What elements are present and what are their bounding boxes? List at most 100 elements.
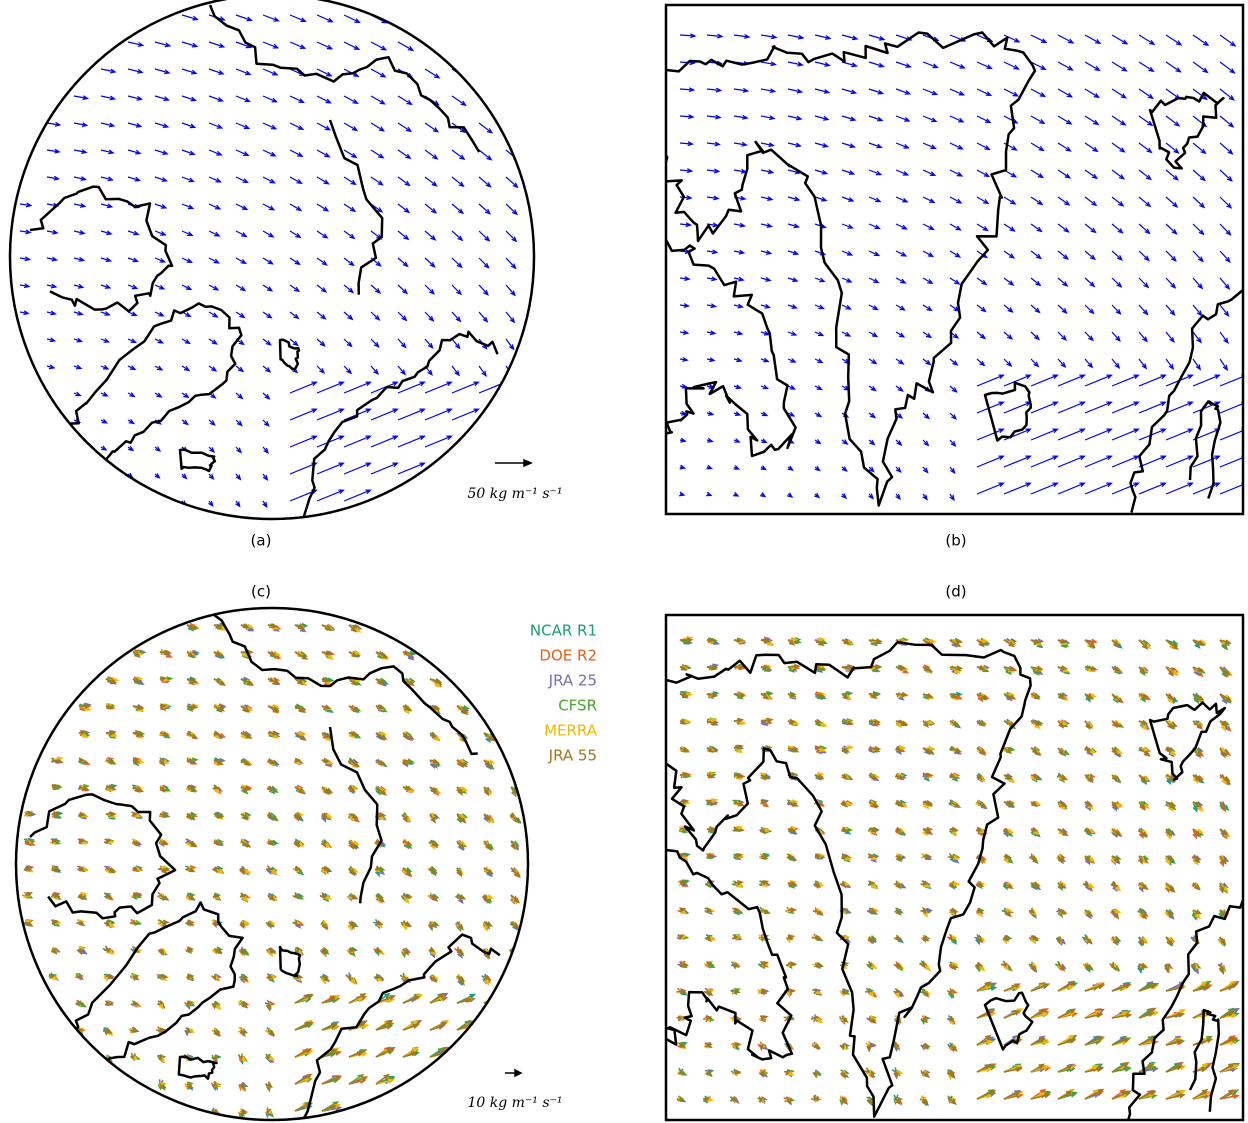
- flux-arrow: [375, 759, 386, 766]
- flux-arrow: [343, 435, 372, 448]
- flux-arrow: [1111, 401, 1140, 414]
- flux-arrow: [706, 437, 714, 443]
- flux-arrow: [1030, 638, 1042, 644]
- flux-arrow: [1138, 962, 1149, 968]
- flux-arrow: [706, 357, 716, 363]
- flux-arrow: [213, 705, 226, 712]
- coastline: [297, 933, 501, 1120]
- flux-arrow: [1030, 983, 1051, 992]
- flux-arrow: [483, 786, 490, 797]
- flux-arrow: [78, 732, 89, 739]
- flux-arrow: [1192, 774, 1202, 782]
- flux-arrow: [240, 1002, 249, 1009]
- flux-arrow: [402, 705, 412, 711]
- flux-arrow: [402, 759, 409, 766]
- flux-arrow: [812, 1071, 818, 1079]
- flux-arrow: [456, 759, 469, 768]
- flux-arrow: [1219, 1062, 1235, 1073]
- flux-arrow: [73, 176, 88, 181]
- flux-arrow: [787, 718, 797, 724]
- flux-arrow: [1219, 277, 1231, 290]
- flux-arrow: [316, 14, 334, 23]
- flux-arrow: [733, 438, 741, 443]
- flux-arrow: [105, 784, 116, 790]
- flux-arrow: [1084, 827, 1093, 834]
- flux-arrow: [679, 141, 694, 147]
- flux-arrow: [343, 203, 357, 213]
- flux-arrow: [868, 746, 882, 752]
- flux-arrow: [1030, 665, 1044, 671]
- flux-arrow: [733, 222, 746, 228]
- flux-arrow: [211, 1081, 219, 1087]
- flux-arrow: [1084, 88, 1101, 99]
- flux-arrow: [451, 95, 467, 107]
- flux-arrow: [1003, 304, 1014, 313]
- flux-arrow: [1165, 142, 1180, 154]
- flux-arrow: [186, 946, 194, 952]
- flux-arrow: [132, 892, 141, 898]
- flux-arrow: [181, 95, 197, 102]
- flux-arrow: [100, 230, 113, 236]
- flux-arrow: [1192, 223, 1205, 236]
- flux-arrow: [679, 195, 693, 201]
- flux-arrow: [289, 41, 307, 49]
- flux-arrow: [208, 176, 222, 183]
- flux-arrow: [483, 732, 495, 742]
- flux-arrow: [814, 169, 829, 175]
- flux-arrow: [1111, 747, 1118, 755]
- flux-arrow: [370, 284, 382, 294]
- flux-arrow: [814, 465, 821, 472]
- flux-arrow: [1057, 331, 1067, 341]
- flux-arrow: [841, 466, 848, 473]
- flux-arrow: [1219, 223, 1232, 236]
- flux-arrow: [706, 464, 714, 470]
- flux-arrow: [316, 311, 327, 320]
- flux-arrow: [208, 203, 222, 210]
- flux-arrow: [262, 500, 268, 509]
- flux-arrow: [1003, 855, 1009, 864]
- flux-arrow: [235, 311, 246, 319]
- flux-arrow: [370, 435, 399, 448]
- flux-arrow: [733, 907, 741, 913]
- flux-arrow: [181, 68, 198, 75]
- flux-arrow: [1165, 304, 1176, 316]
- coastline: [29, 793, 177, 920]
- flux-arrow: [841, 988, 849, 994]
- flux-arrow: [1057, 909, 1068, 915]
- flux-arrow: [239, 1083, 246, 1090]
- flux-arrow: [100, 311, 111, 316]
- flux-arrow: [1111, 61, 1128, 72]
- flux-arrow: [235, 257, 247, 265]
- flux-arrow: [478, 230, 491, 242]
- flux-arrow: [397, 365, 406, 376]
- flux-arrow: [505, 257, 517, 270]
- flux-arrow: [1057, 142, 1072, 152]
- flux-arrow: [1111, 277, 1123, 288]
- flux-arrow: [316, 408, 345, 421]
- flux-arrow: [154, 68, 171, 75]
- flux-arrow: [104, 946, 111, 952]
- flux-arrow: [1165, 1012, 1185, 1019]
- flux-arrow: [240, 919, 251, 926]
- flux-arrow: [424, 176, 438, 187]
- flux-arrow: [402, 813, 408, 823]
- flux-arrow: [321, 921, 328, 931]
- flux-arrow: [370, 41, 388, 51]
- flux-arrow: [1002, 935, 1010, 942]
- flux-arrow: [289, 257, 301, 266]
- flux-arrow: [787, 961, 797, 967]
- flux-arrow: [1165, 855, 1175, 861]
- flux-arrow: [813, 1094, 819, 1102]
- flux-arrow: [949, 142, 964, 150]
- flux-arrow: [787, 692, 797, 698]
- flux-arrow: [266, 1107, 272, 1115]
- flux-arrow: [510, 867, 521, 878]
- flux-arrow: [922, 493, 928, 501]
- flux-arrow: [787, 637, 799, 643]
- flux-arrow: [841, 142, 856, 148]
- flux-arrow: [375, 894, 385, 903]
- flux-arrow: [235, 14, 253, 22]
- flux-arrow: [949, 826, 959, 833]
- coastline: [208, 4, 481, 153]
